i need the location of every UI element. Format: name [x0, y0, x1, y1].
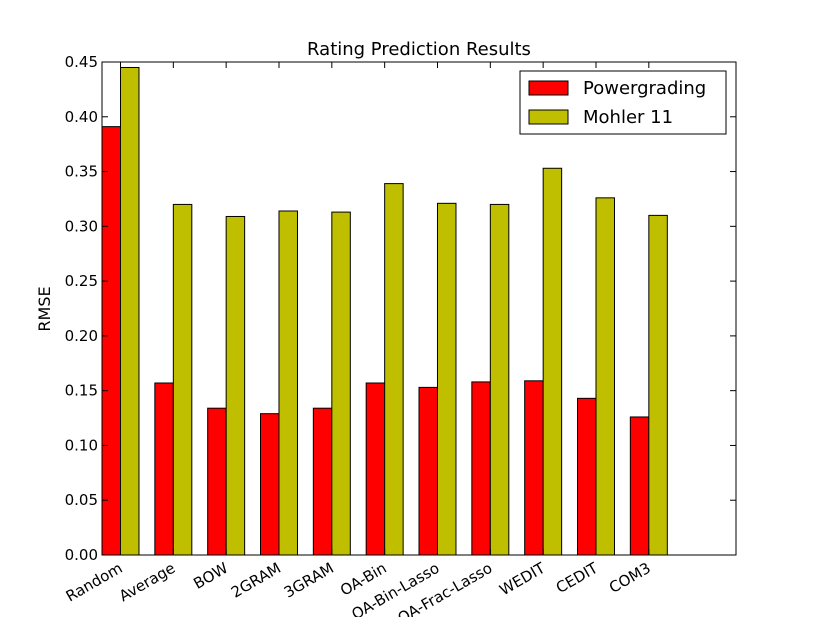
y-tick-label: 0.35 [65, 163, 98, 181]
bar-mohler-2 [225, 215, 246, 556]
y-tick-label: 0.10 [65, 436, 98, 454]
bar-mohler-0 [119, 66, 140, 556]
x-tick-label: 3GRAM [281, 559, 337, 602]
bar-mohler-9 [595, 197, 615, 556]
bar-powergrading-0 [101, 126, 121, 556]
y-tick-label: 0.20 [65, 327, 98, 345]
legend-label-mohler: Mohler 11 [583, 107, 673, 128]
bar-powergrading-4 [312, 407, 333, 556]
y-axis-label: RMSE [35, 286, 54, 331]
legend-swatch-powergrading [528, 80, 569, 96]
x-tick-label: Random [63, 559, 126, 606]
x-tick-label: CEDIT [553, 558, 602, 597]
bar-mohler-8 [542, 167, 563, 556]
legend: Powergrading Mohler 11 [519, 70, 727, 135]
bar-powergrading-8 [524, 380, 544, 556]
bar-powergrading-1 [154, 382, 174, 556]
bar-mohler-3 [278, 210, 298, 556]
bar-powergrading-7 [471, 381, 491, 556]
y-tick-label: 0.00 [65, 546, 98, 564]
legend-swatch-mohler [528, 109, 569, 125]
x-tick-label: COM3 [606, 559, 654, 597]
y-tick-label: 0.40 [65, 108, 98, 126]
bar-powergrading-10 [629, 416, 650, 556]
x-tick-label: 2GRAM [228, 559, 284, 602]
bars-layer [101, 66, 668, 556]
plot-frame [101, 61, 737, 556]
bar-powergrading-2 [207, 407, 227, 556]
bar-mohler-10 [648, 214, 668, 556]
y-tick-label: 0.45 [65, 53, 98, 71]
y-tick-label: 0.25 [65, 272, 98, 290]
bar-powergrading-6 [418, 386, 438, 556]
bar-mohler-7 [489, 203, 510, 556]
y-tick-label: 0.30 [65, 217, 98, 235]
bar-powergrading-5 [365, 382, 386, 556]
bar-powergrading-9 [577, 397, 597, 556]
bar-mohler-5 [384, 183, 404, 556]
y-tick-label: 0.05 [65, 491, 98, 509]
x-tick-label: Average [116, 559, 178, 605]
y-tick-label: 0.15 [65, 382, 98, 400]
x-tick-label: WEDIT [496, 558, 549, 599]
chart-title: Rating Prediction Results [307, 39, 531, 60]
bar-mohler-6 [436, 202, 457, 556]
x-tick-label: BOW [190, 559, 231, 593]
bar-mohler-1 [172, 203, 193, 556]
bar-powergrading-3 [260, 413, 280, 556]
legend-label-powergrading: Powergrading [583, 78, 706, 99]
bar-mohler-4 [331, 211, 351, 556]
y-axis: 0.00 0.05 0.10 0.15 0.20 0.25 0.30 0.35 0.40 0.45 [65, 53, 736, 564]
